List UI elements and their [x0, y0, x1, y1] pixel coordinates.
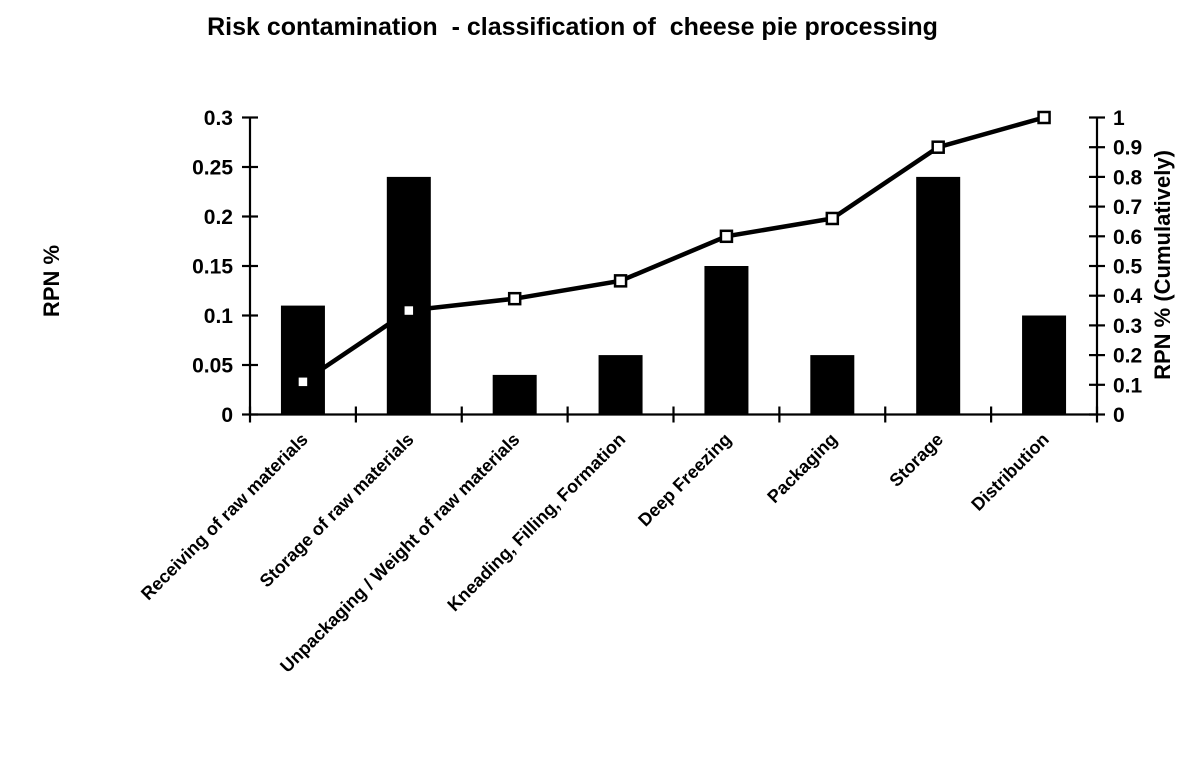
category-label-4: Deep Freezing	[634, 429, 735, 530]
cumulative-marker-3	[613, 274, 628, 288]
right-tick-label-10: 1	[1113, 107, 1125, 130]
left-tick-label-3: 0.15	[192, 256, 233, 279]
bar-2	[492, 374, 537, 415]
bar-6	[916, 176, 961, 415]
left-tick-label-6: 0.3	[204, 107, 233, 130]
left-tick-label-5: 0.25	[192, 157, 233, 180]
cumulative-marker-7	[1037, 110, 1051, 125]
category-label-6: Storage	[885, 429, 947, 491]
right-tick-label-9: 0.9	[1113, 137, 1142, 160]
bar-7	[1022, 315, 1067, 415]
left-tick-label-1: 0.05	[192, 355, 233, 378]
left-tick-label-0: 0	[221, 404, 233, 427]
right-tick-label-0: 0	[1113, 404, 1125, 427]
cumulative-marker-5	[825, 211, 840, 226]
cumulative-marker-2	[507, 291, 522, 306]
cumulative-marker-1	[402, 303, 416, 318]
right-tick-label-4: 0.4	[1113, 285, 1143, 308]
category-label-7: Distribution	[967, 429, 1053, 515]
cumulative-marker-4	[719, 229, 734, 244]
right-tick-label-8: 0.8	[1113, 166, 1143, 189]
right-tick-label-3: 0.3	[1113, 315, 1142, 338]
bar-4	[704, 266, 749, 415]
cumulative-line	[301, 115, 1045, 384]
left-tick-label-4: 0.2	[204, 206, 233, 229]
bar-5	[810, 355, 855, 415]
right-tick-label-5: 0.5	[1113, 256, 1143, 279]
cumulative-marker-0	[296, 375, 310, 389]
category-label-0: Receiving of raw materials	[137, 429, 312, 604]
bar-0	[280, 305, 325, 415]
cumulative-marker-6	[931, 140, 945, 154]
chart-title: Risk contamination - classification of c…	[207, 13, 938, 41]
bar-1	[386, 176, 431, 415]
right-tick-label-7: 0.7	[1113, 196, 1142, 219]
category-label-2: Unpackaging / Weight of raw materials	[276, 429, 523, 676]
category-label-3: Kneading, Filling, Formation	[443, 429, 629, 615]
bar-3	[598, 355, 643, 415]
right-tick-label-6: 0.6	[1113, 226, 1142, 249]
right-tick-label-2: 0.2	[1113, 345, 1142, 368]
right-tick-label-1: 0.1	[1113, 374, 1143, 397]
left-tick-label-2: 0.1	[204, 305, 234, 328]
category-label-5: Packaging	[763, 429, 841, 507]
